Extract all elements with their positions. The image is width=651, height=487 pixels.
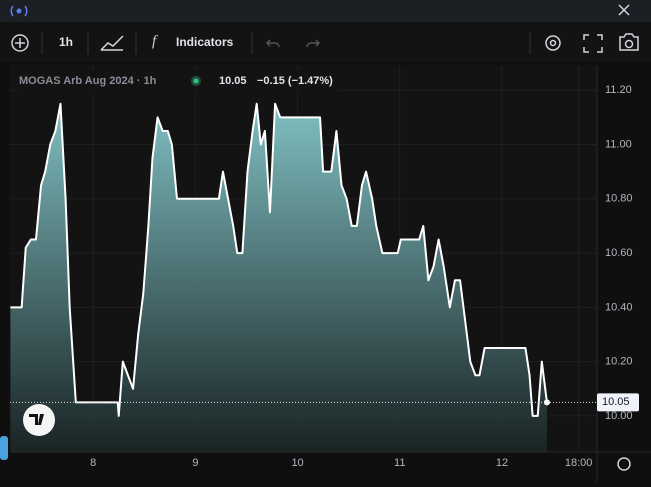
axis-settings-button[interactable] xyxy=(617,457,631,471)
legend-symbol: MOGAS Arb Aug 2024 · 1h xyxy=(19,75,157,87)
y-tick-label: 10.20 xyxy=(605,356,633,368)
y-tick-label: 11.20 xyxy=(605,84,632,96)
last-price-box xyxy=(597,393,639,412)
y-tick-label: 10.00 xyxy=(605,410,633,422)
add-symbol-plus xyxy=(15,38,25,48)
screenshot-button[interactable] xyxy=(619,33,639,51)
x-tick-label: 9 xyxy=(192,457,198,469)
side-panel-toggle[interactable] xyxy=(0,436,8,460)
settings-center xyxy=(549,39,557,47)
plot xyxy=(10,65,597,452)
x-tick-label: 12 xyxy=(496,457,508,469)
chart-type-button[interactable] xyxy=(100,35,124,51)
fx-icon: f xyxy=(152,33,158,49)
y-tick-label: 11.00 xyxy=(605,138,632,150)
close-button[interactable] xyxy=(618,4,630,16)
area-fill xyxy=(10,103,547,452)
legend-price: 10.05 xyxy=(219,75,247,87)
live-icon xyxy=(16,8,22,14)
settings-button[interactable] xyxy=(545,35,561,51)
add-symbol-button[interactable] xyxy=(11,34,29,52)
tv-logo-mark xyxy=(29,414,44,425)
price-line xyxy=(10,102,548,417)
interval-button[interactable]: 1h xyxy=(59,35,73,49)
fullscreen-button[interactable] xyxy=(583,34,603,53)
axes: 10.00 10.20 10.40 10.60 10.80 11.00 11.20 8 9 10 1… xyxy=(90,84,639,469)
y-tick-label: 10.60 xyxy=(605,247,633,259)
x-tick-label: 11 xyxy=(394,457,405,469)
live-icon-waves xyxy=(10,5,28,17)
x-tick-label: 18:00 xyxy=(565,457,593,469)
indicators-button[interactable]: Indicators xyxy=(176,35,234,49)
legend-bg xyxy=(15,71,340,91)
y-tick-label: 10.80 xyxy=(605,193,633,205)
last-point xyxy=(543,399,550,406)
undo-button[interactable] xyxy=(265,39,280,48)
market-status-dot xyxy=(193,78,199,84)
title-bar xyxy=(0,0,651,22)
x-tick-label: 10 xyxy=(291,457,303,469)
toolbar xyxy=(0,22,651,62)
legend-change: −0.15 (−1.47%) xyxy=(257,75,333,87)
screenshot-lens xyxy=(624,39,634,49)
redo-button[interactable] xyxy=(306,39,321,48)
x-tick-label: 8 xyxy=(90,457,96,469)
last-price-label: 10.05 xyxy=(602,396,630,408)
y-tick-label: 10.40 xyxy=(605,301,633,313)
